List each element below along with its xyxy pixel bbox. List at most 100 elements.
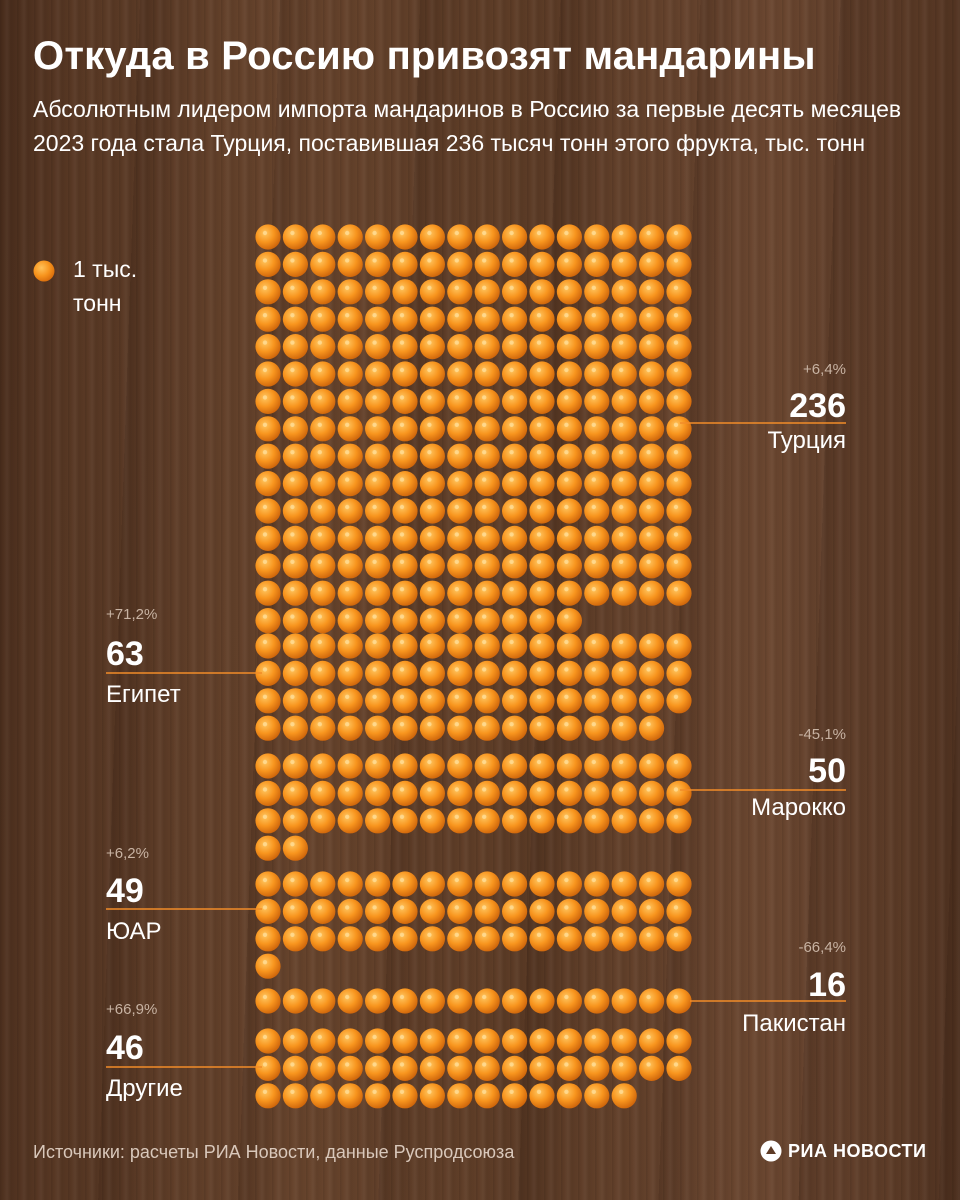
mandarin-dot bbox=[529, 808, 555, 834]
mandarin-dot-highlight bbox=[317, 504, 322, 510]
mandarin-dot bbox=[419, 334, 445, 360]
mandarin-dot bbox=[556, 553, 583, 579]
mandarin-dot bbox=[584, 580, 610, 606]
mandarin-dot-highlight bbox=[619, 313, 624, 318]
mandarin-dot-highlight bbox=[509, 639, 514, 645]
mandarin-dot bbox=[337, 780, 363, 807]
mandarin-dot bbox=[666, 388, 692, 414]
mandarin-dot bbox=[310, 525, 336, 552]
mandarin-dot-highlight bbox=[290, 313, 295, 318]
mandarin-dot-highlight bbox=[454, 395, 459, 400]
mandarin-dot-highlight bbox=[591, 814, 596, 819]
mandarin-dot-highlight bbox=[673, 450, 679, 455]
mandarin-dot bbox=[639, 715, 665, 741]
value-label: 46 bbox=[106, 1029, 144, 1067]
mandarin-dot-highlight bbox=[454, 258, 459, 263]
mandarin-dot bbox=[419, 580, 445, 606]
mandarin-dot-highlight bbox=[509, 395, 514, 400]
mandarin-dot-highlight bbox=[536, 367, 542, 373]
mandarin-dot bbox=[447, 988, 473, 1014]
mandarin-dot bbox=[529, 1028, 555, 1054]
mandarin-dot bbox=[501, 498, 528, 524]
mandarin-dot-highlight bbox=[509, 722, 514, 727]
mandarin-dot bbox=[529, 715, 555, 741]
mandarin-dot bbox=[365, 279, 391, 305]
mandarin-dot-highlight bbox=[427, 614, 432, 619]
mandarin-dot bbox=[282, 898, 308, 925]
mandarin-dot-highlight bbox=[317, 532, 322, 537]
mandarin-dot-highlight bbox=[536, 667, 542, 672]
mandarin-dot-highlight bbox=[345, 285, 350, 290]
mandarin-dot-highlight bbox=[646, 722, 651, 727]
mandarin-dot-highlight bbox=[317, 694, 322, 699]
mandarin-dot-highlight bbox=[290, 842, 295, 847]
mandarin-dot bbox=[556, 251, 583, 277]
mandarin-dot bbox=[584, 306, 610, 332]
mandarin-dot-highlight bbox=[673, 787, 679, 792]
mandarin-dot-highlight bbox=[262, 877, 268, 883]
mandarin-dot-highlight bbox=[482, 230, 487, 236]
mandarin-dot bbox=[282, 388, 308, 414]
mandarin-dot-highlight bbox=[345, 759, 350, 765]
mandarin-dot bbox=[529, 334, 555, 360]
mandarin-dot-highlight bbox=[262, 395, 268, 400]
mandarin-dot bbox=[282, 580, 308, 606]
mandarin-dot bbox=[337, 753, 363, 779]
mandarin-dot bbox=[556, 416, 583, 442]
mandarin-dot bbox=[392, 688, 418, 714]
mandarin-dot bbox=[310, 808, 336, 834]
mandarin-dot-highlight bbox=[536, 587, 542, 592]
mandarin-dot bbox=[666, 1028, 692, 1054]
mandarin-dot bbox=[282, 525, 308, 552]
mandarin-dot-highlight bbox=[262, 759, 268, 765]
country-label: ЮАР bbox=[106, 918, 161, 945]
mandarin-dot-highlight bbox=[619, 504, 624, 510]
mandarin-dot bbox=[365, 660, 391, 687]
mandarin-dot-highlight bbox=[619, 994, 624, 1000]
mandarin-dot-highlight bbox=[290, 395, 295, 400]
mandarin-dot bbox=[310, 443, 336, 469]
mandarin-dot bbox=[529, 306, 555, 332]
mandarin-dot bbox=[666, 361, 692, 387]
mandarin-dot-highlight bbox=[345, 258, 350, 263]
mandarin-dot-highlight bbox=[399, 230, 405, 236]
mandarin-dot-highlight bbox=[454, 477, 459, 482]
mandarin-dot bbox=[365, 988, 391, 1014]
mandarin-dot-highlight bbox=[372, 285, 377, 290]
mandarin-dot-highlight bbox=[290, 639, 295, 645]
value-label: 50 bbox=[808, 752, 846, 790]
mandarin-dot-highlight bbox=[262, 285, 268, 290]
mandarin-dot bbox=[447, 1083, 473, 1109]
mandarin-dot bbox=[474, 988, 500, 1014]
mandarin-dot-highlight bbox=[619, 639, 624, 645]
mandarin-dot-highlight bbox=[564, 667, 569, 672]
mandarin-dot bbox=[255, 633, 281, 659]
mandarin-dot-highlight bbox=[345, 422, 350, 427]
mandarin-dot-highlight bbox=[482, 477, 487, 482]
mandarin-dot-highlight bbox=[509, 1089, 514, 1095]
mandarin-dot bbox=[447, 525, 473, 552]
mandarin-dot-highlight bbox=[646, 639, 651, 645]
mandarin-dot-highlight bbox=[591, 694, 596, 699]
mandarin-dot-highlight bbox=[454, 422, 459, 427]
mandarin-dot bbox=[529, 580, 555, 606]
mandarin-dot bbox=[474, 416, 500, 442]
mandarin-dot-highlight bbox=[482, 258, 487, 263]
mandarin-dot-highlight bbox=[372, 340, 377, 345]
mandarin-dot-highlight bbox=[372, 1034, 377, 1040]
mandarin-dot-highlight bbox=[427, 1034, 432, 1040]
mandarin-dot bbox=[611, 688, 637, 714]
mandarin-dot bbox=[419, 1028, 445, 1054]
mandarin-dot bbox=[255, 580, 281, 606]
mandarin-dot-highlight bbox=[345, 340, 350, 345]
mandarin-dot bbox=[282, 471, 308, 497]
mandarin-dot bbox=[255, 688, 281, 714]
mandarin-dot-highlight bbox=[509, 559, 514, 564]
mandarin-dot bbox=[392, 498, 418, 524]
mandarin-dot bbox=[392, 580, 418, 606]
mandarin-dot-highlight bbox=[646, 450, 651, 455]
mandarin-dot bbox=[666, 553, 692, 579]
mandarin-dot-highlight bbox=[509, 367, 514, 373]
mandarin-dot bbox=[255, 1028, 281, 1054]
